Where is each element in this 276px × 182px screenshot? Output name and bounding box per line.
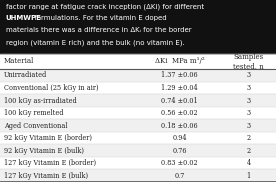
Text: region (vitamin E rich) and the bulk (no vitamin E).: region (vitamin E rich) and the bulk (no…: [6, 39, 184, 46]
Text: 1.29 ±0.04: 1.29 ±0.04: [161, 84, 198, 92]
Bar: [0, 94, 276, 107]
Bar: [0, 0, 276, 54]
Text: Samples
tested, n: Samples tested, n: [233, 53, 264, 70]
Text: Unirradiated: Unirradiated: [4, 71, 47, 79]
Text: Conventional (25 kGy in air): Conventional (25 kGy in air): [4, 84, 99, 92]
Text: 0.74 ±0.01: 0.74 ±0.01: [161, 96, 198, 104]
Text: 0.76: 0.76: [172, 147, 187, 155]
Text: Material: Material: [4, 58, 34, 65]
Bar: [0, 132, 276, 144]
Bar: [0, 144, 276, 157]
Bar: [0, 157, 276, 169]
Text: 3: 3: [246, 109, 250, 117]
Text: 3: 3: [246, 71, 250, 79]
Text: 3: 3: [246, 122, 250, 130]
Text: 4: 4: [246, 159, 250, 167]
Text: UHMWPE: UHMWPE: [6, 15, 41, 21]
Text: factor range at fatigue crack inception (ΔKi) for different: factor range at fatigue crack inception …: [6, 3, 204, 10]
Text: 0.56 ±0.02: 0.56 ±0.02: [161, 109, 198, 117]
Text: 3: 3: [246, 84, 250, 92]
Bar: [0, 119, 276, 132]
Text: 127 kGy Vitamin E (border): 127 kGy Vitamin E (border): [4, 159, 96, 167]
Text: 2: 2: [246, 147, 250, 155]
Text: 0.83 ±0.02: 0.83 ±0.02: [161, 159, 198, 167]
Text: 92 kGy Vitamin E (bulk): 92 kGy Vitamin E (bulk): [4, 147, 84, 155]
Text: Aged Conventional: Aged Conventional: [4, 122, 68, 130]
Bar: [0, 82, 276, 94]
Text: 100 kGy as-irradiated: 100 kGy as-irradiated: [4, 96, 77, 104]
Text: formulations. For the vitamin E doped: formulations. For the vitamin E doped: [32, 15, 166, 21]
Text: 2: 2: [246, 134, 250, 142]
Text: 1.37 ±0.06: 1.37 ±0.06: [161, 71, 198, 79]
Bar: [0, 107, 276, 119]
Bar: [0, 54, 276, 69]
Text: 3: 3: [246, 96, 250, 104]
Text: ΔKi  MPa m¹/²: ΔKi MPa m¹/²: [155, 58, 204, 65]
Text: 0.7: 0.7: [174, 172, 185, 180]
Text: 1: 1: [246, 172, 250, 180]
Text: 92 kGy Vitamin E (border): 92 kGy Vitamin E (border): [4, 134, 92, 142]
Bar: [0, 169, 276, 182]
Text: materials there was a difference in ΔKᵢ for the border: materials there was a difference in ΔKᵢ …: [6, 27, 191, 33]
Bar: [0, 69, 276, 82]
Text: 127 kGy Vitamin E (bulk): 127 kGy Vitamin E (bulk): [4, 172, 88, 180]
Text: 0.18 ±0.06: 0.18 ±0.06: [161, 122, 198, 130]
Text: 100 kGy remelted: 100 kGy remelted: [4, 109, 64, 117]
Text: 0.94: 0.94: [172, 134, 187, 142]
